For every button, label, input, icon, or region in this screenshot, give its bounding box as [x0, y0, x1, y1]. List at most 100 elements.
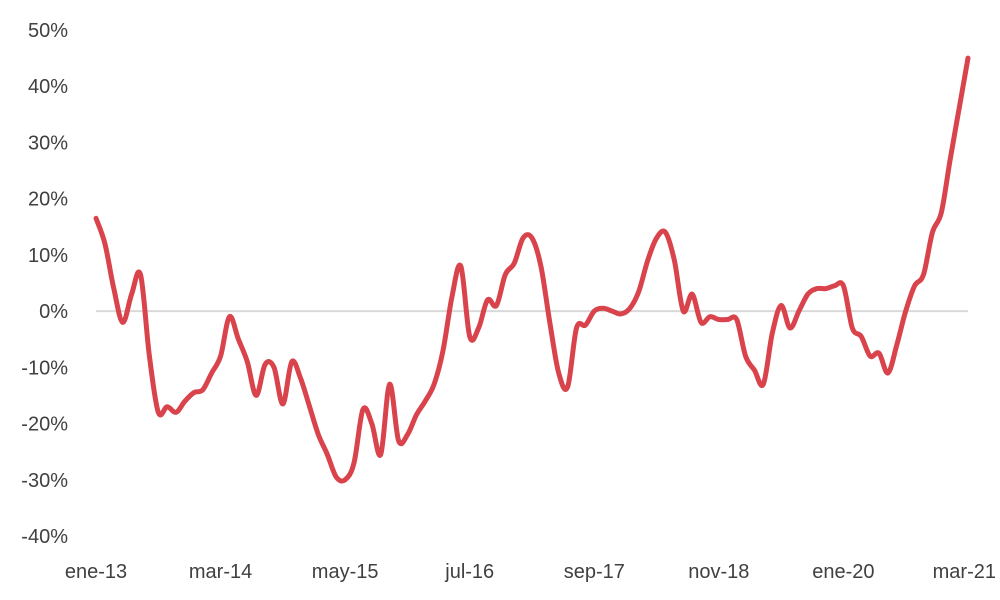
data-point	[556, 371, 561, 376]
y-tick-label: 10%	[28, 245, 68, 267]
data-point	[467, 334, 472, 339]
data-point	[734, 317, 739, 322]
x-tick-label: may-15	[312, 561, 379, 583]
data-point	[360, 407, 365, 412]
x-tick-label: mar-14	[189, 561, 252, 583]
data-point	[414, 413, 419, 418]
x-tick-label: ene-20	[812, 561, 874, 583]
data-point	[485, 297, 490, 302]
data-point	[814, 286, 819, 291]
data-point	[174, 410, 179, 415]
data-point	[627, 306, 632, 311]
data-point	[832, 283, 837, 288]
data-point	[458, 264, 463, 269]
data-point	[530, 236, 535, 241]
data-point	[957, 106, 962, 111]
x-tick-label: sep-17	[564, 561, 625, 583]
data-point	[209, 371, 214, 376]
data-point	[254, 393, 259, 398]
data-point	[503, 272, 508, 277]
data-point	[877, 351, 882, 356]
data-point	[120, 320, 125, 325]
data-point	[521, 236, 526, 241]
data-point	[716, 317, 721, 322]
data-point	[610, 309, 615, 314]
data-point	[538, 264, 543, 269]
data-point	[280, 401, 285, 406]
data-point	[272, 365, 277, 370]
data-point	[102, 241, 107, 246]
y-tick-label: -30%	[21, 470, 68, 492]
data-point	[129, 292, 134, 297]
data-point	[619, 311, 624, 316]
data-point	[245, 359, 250, 364]
data-point	[138, 272, 143, 277]
data-point	[868, 354, 873, 359]
data-point	[369, 421, 374, 426]
data-point	[663, 230, 668, 235]
data-point	[352, 460, 357, 465]
data-point	[423, 399, 428, 404]
data-point	[654, 236, 659, 241]
data-point	[191, 390, 196, 395]
data-point	[921, 272, 926, 277]
data-point	[592, 309, 597, 314]
x-tick-label: nov-18	[688, 561, 749, 583]
data-point	[227, 314, 232, 319]
data-point	[156, 410, 161, 415]
data-point	[761, 382, 766, 387]
data-point	[165, 404, 170, 409]
data-point	[796, 309, 801, 314]
y-tick-label: 0%	[39, 301, 68, 323]
data-point	[903, 309, 908, 314]
data-point	[512, 261, 517, 266]
data-point	[574, 326, 579, 331]
data-point	[725, 317, 730, 322]
x-tick-label: jul-16	[444, 561, 494, 583]
data-point	[850, 326, 855, 331]
data-point	[325, 452, 330, 457]
y-tick-label: 20%	[28, 189, 68, 211]
data-point	[183, 399, 188, 404]
data-point	[823, 286, 828, 291]
data-point	[805, 292, 810, 297]
x-tick-label: mar-21	[933, 561, 996, 583]
data-point	[885, 371, 890, 376]
data-point	[441, 348, 446, 353]
data-point	[690, 292, 695, 297]
data-point	[645, 258, 650, 263]
data-point	[948, 157, 953, 162]
data-point	[236, 337, 241, 342]
data-point	[681, 309, 686, 314]
data-point	[316, 432, 321, 437]
data-point	[378, 452, 383, 457]
data-point	[432, 382, 437, 387]
y-tick-label: -20%	[21, 414, 68, 436]
data-points	[94, 56, 971, 483]
data-point	[636, 289, 641, 294]
data-point	[494, 303, 499, 308]
y-tick-label: 50%	[28, 20, 68, 42]
data-point	[788, 326, 793, 331]
data-point	[307, 404, 312, 409]
data-point	[547, 320, 552, 325]
data-point	[859, 334, 864, 339]
data-point	[912, 283, 917, 288]
data-point	[289, 359, 294, 364]
data-point	[583, 323, 588, 328]
data-point	[334, 475, 339, 480]
data-point	[699, 320, 704, 325]
data-point	[405, 432, 410, 437]
data-point	[770, 331, 775, 336]
data-point	[894, 342, 899, 347]
data-point	[449, 295, 454, 300]
data-point	[298, 376, 303, 381]
x-axis-tick-labels: ene-13 mar-14 may-15 jul-16 sep-17 nov-18 ene-…	[65, 561, 996, 583]
y-tick-label: 40%	[28, 76, 68, 98]
series-line	[93, 55, 971, 484]
data-point	[200, 387, 205, 392]
data-point	[672, 258, 677, 263]
data-point	[343, 477, 348, 482]
data-point	[565, 385, 570, 390]
data-point	[743, 354, 748, 359]
